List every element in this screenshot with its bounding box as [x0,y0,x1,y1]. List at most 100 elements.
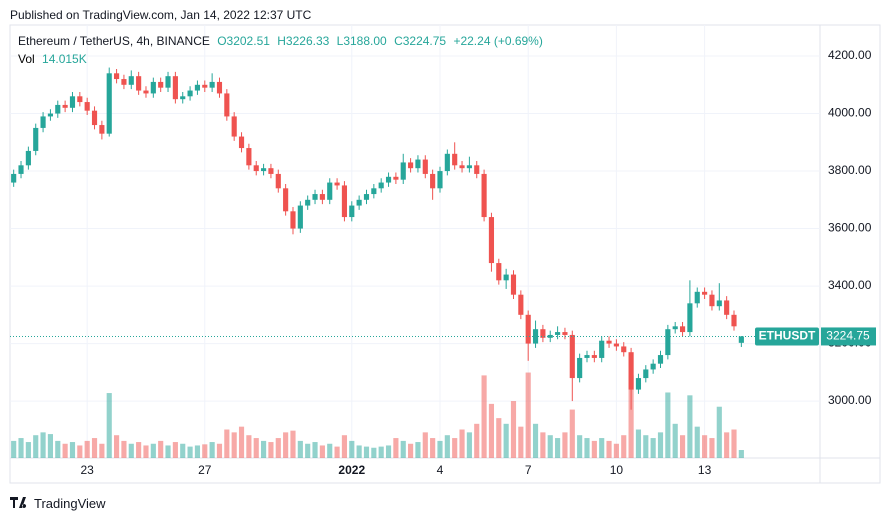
volume-bar [599,438,605,458]
candle-body [25,150,31,166]
volume-bar [180,443,186,458]
candle-body [187,90,193,97]
volume-bar [702,435,708,458]
candle-body [202,84,208,88]
candle-body [430,173,436,189]
volume-bar [62,443,68,458]
volume-bar [356,445,362,458]
x-tick-label: 27 [198,463,212,477]
candle-body [731,314,737,327]
candle-body [18,165,24,174]
candle-body [55,104,61,114]
volume-bar [114,435,120,458]
volume-bar [709,438,715,458]
candle-body [341,185,348,218]
volume-bar [128,443,134,458]
volume-bar [33,435,39,458]
candle-body [136,76,142,91]
candle-body [694,291,700,304]
x-tick-label: 7 [525,463,532,477]
volume-bar [106,393,112,458]
candle-body [33,127,39,151]
candle-body [246,148,252,166]
volume-bar [466,432,472,458]
candle-body [525,314,531,344]
candle-body [290,211,296,229]
volume-bar [518,426,524,458]
candle-body [650,363,656,370]
volume-bar [143,445,149,458]
volume-bar [510,401,517,458]
candle-body [422,159,428,174]
volume-bar [393,438,399,458]
volume-bar [327,443,333,458]
volume-bar [165,445,171,458]
volume-bar [341,435,348,458]
volume-bar [577,435,583,458]
volume-bar [731,429,737,458]
x-tick-label: 10 [610,463,624,477]
volume-bar [621,435,627,458]
candle-body [128,76,134,85]
candle-body [180,96,186,100]
volume-bar [459,429,465,458]
candle-body [444,153,450,172]
volume-bar [525,372,531,458]
candle-body [91,110,98,126]
volume-bar [452,438,458,458]
candle-body [371,188,377,195]
volume-bar [415,442,421,458]
frame [9,24,881,484]
volume-bar [334,446,340,458]
x-tick-label: 23 [80,463,94,477]
candle-body [121,79,127,85]
candle-body [77,96,83,103]
candle-body [628,352,634,390]
volume-bar [422,432,428,458]
volume-bar [679,435,686,458]
candle-body [635,378,642,390]
volume-bar [297,440,303,458]
candle-body [319,194,325,200]
candle-body [224,93,230,117]
y-tick-label: 3800.00 [828,163,872,177]
volume-bar [363,446,370,458]
volume-bar [231,432,237,458]
volume-bar [224,429,230,458]
candle-body [503,274,509,281]
candle-body [466,165,472,169]
candle-body [69,96,76,108]
volume-bar [216,443,223,458]
candle-body [709,294,715,307]
y-tick-label: 3600.00 [828,221,872,235]
volume-bar [672,423,678,458]
volume-bar [569,409,575,458]
candle-body [261,168,267,172]
volume-bar [136,442,142,458]
candle-body [172,76,178,100]
candle-body [599,340,605,358]
volume-bar [591,440,597,458]
volume-bar [305,443,311,458]
candle-body [452,153,458,166]
volume-bar [290,430,296,458]
candle-body [591,355,597,358]
volume-bar [202,444,208,458]
candle-body [606,340,612,344]
volume-bar [481,375,487,458]
volume-bar [650,438,656,458]
volume-bar [172,442,178,458]
candle-body [62,104,68,108]
volume-bar [25,442,31,458]
ohlc-close: C3224.75 [394,34,447,48]
candle-body [327,182,333,200]
volume-bar [158,440,164,458]
volume-bar [400,440,406,458]
volume-bar [18,438,24,458]
volume-bar [385,445,392,458]
x-tick-label: 4 [437,463,444,477]
y-tick-label: 3000.00 [828,393,872,407]
candle-body [216,81,223,94]
volume-bar [635,429,642,458]
volume-bar [261,440,267,458]
